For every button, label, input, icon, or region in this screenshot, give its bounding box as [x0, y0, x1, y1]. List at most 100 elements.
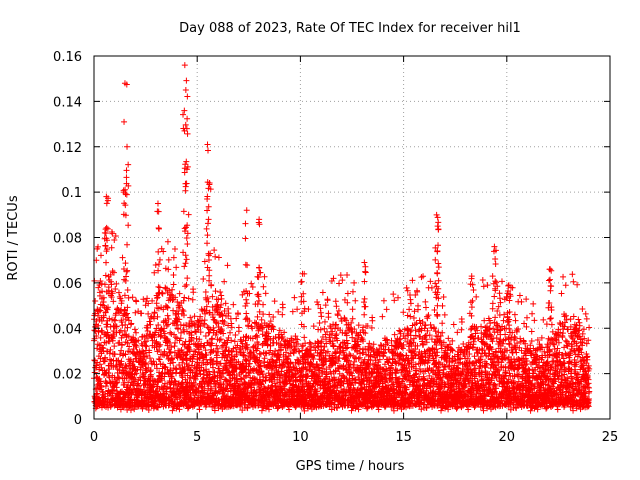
roti-point [160, 248, 167, 255]
roti-point [396, 327, 403, 334]
roti-point [168, 375, 175, 382]
grid-lines [94, 56, 610, 419]
roti-point [172, 391, 179, 398]
roti-point [227, 329, 234, 336]
roti-point [129, 294, 136, 301]
roti-point [189, 369, 196, 376]
roti-point [403, 284, 410, 291]
roti-point [321, 318, 328, 325]
roti-point [169, 355, 176, 362]
roti-point [109, 230, 116, 237]
roti-point [291, 294, 298, 301]
roti-point [271, 298, 278, 305]
roti-point [133, 343, 140, 350]
roti-point [118, 297, 125, 304]
roti-point [380, 297, 387, 304]
roti-point [248, 280, 255, 287]
roti-point [458, 318, 465, 325]
roti-point [257, 351, 264, 358]
roti-point [156, 256, 163, 263]
roti-point [441, 311, 448, 318]
roti-point [143, 343, 150, 350]
roti-point [97, 278, 104, 285]
roti-point [176, 406, 183, 413]
roti-point [95, 243, 102, 250]
roti-point [190, 320, 197, 327]
roti-point [124, 314, 131, 321]
roti-point [153, 343, 160, 350]
roti-point [168, 344, 175, 351]
roti-point [101, 281, 108, 288]
roti-point [176, 361, 183, 368]
roti-point [164, 337, 171, 344]
roti-point [104, 329, 111, 336]
roti-point [142, 342, 149, 349]
roti-point [187, 374, 194, 381]
roti-point [185, 402, 192, 409]
roti-point [94, 312, 101, 319]
roti-point [94, 390, 101, 397]
roti-point [142, 378, 149, 385]
roti-point [147, 321, 154, 328]
roti-point [140, 356, 147, 363]
roti-point [143, 352, 150, 359]
roti-point [107, 271, 114, 278]
roti-point [440, 294, 447, 301]
roti-point [153, 365, 160, 372]
roti-point [157, 341, 164, 348]
roti-point [201, 258, 208, 265]
roti-point [152, 261, 159, 268]
roti-point [406, 306, 413, 313]
roti-point [155, 378, 162, 385]
roti-point [168, 331, 175, 337]
roti-point [261, 273, 268, 280]
roti-point [118, 347, 125, 354]
roti-point [104, 321, 111, 328]
roti-point [249, 284, 256, 291]
roti-point [167, 384, 174, 391]
roti-point [177, 335, 184, 342]
roti-point [167, 329, 174, 336]
roti-point [152, 329, 159, 336]
roti-point [155, 404, 162, 411]
roti-point [262, 290, 269, 297]
roti-point [103, 224, 110, 231]
roti-point [407, 300, 414, 307]
roti-point [191, 313, 198, 320]
roti-point [151, 310, 158, 317]
roti-point [160, 306, 167, 313]
roti-point [146, 355, 153, 362]
roti-point [174, 298, 181, 305]
roti-point [352, 297, 359, 304]
roti-point [279, 311, 286, 318]
roti-point [369, 317, 376, 324]
roti-point [171, 377, 178, 384]
roti-point [319, 289, 326, 296]
roti-point [179, 306, 186, 313]
roti-point [109, 290, 116, 297]
roti-point [106, 366, 113, 373]
roti-point [171, 246, 178, 253]
roti-point [111, 333, 118, 340]
roti-point [117, 351, 124, 358]
roti-point [128, 320, 135, 327]
roti-point [176, 316, 183, 323]
roti-point [102, 272, 109, 279]
roti-point [139, 405, 146, 412]
roti-point [154, 313, 161, 320]
roti-point [321, 325, 328, 332]
roti-point [158, 245, 165, 252]
roti-point [123, 310, 130, 317]
roti-point [171, 349, 178, 356]
roti-point [422, 304, 429, 311]
roti-point [108, 281, 115, 288]
roti-point [173, 264, 180, 271]
roti-point [169, 407, 176, 414]
roti-point [180, 297, 187, 304]
roti-point [124, 340, 131, 347]
roti-point [134, 366, 141, 373]
roti-point [314, 298, 321, 305]
roti-point [111, 351, 118, 358]
roti-point [164, 238, 171, 245]
